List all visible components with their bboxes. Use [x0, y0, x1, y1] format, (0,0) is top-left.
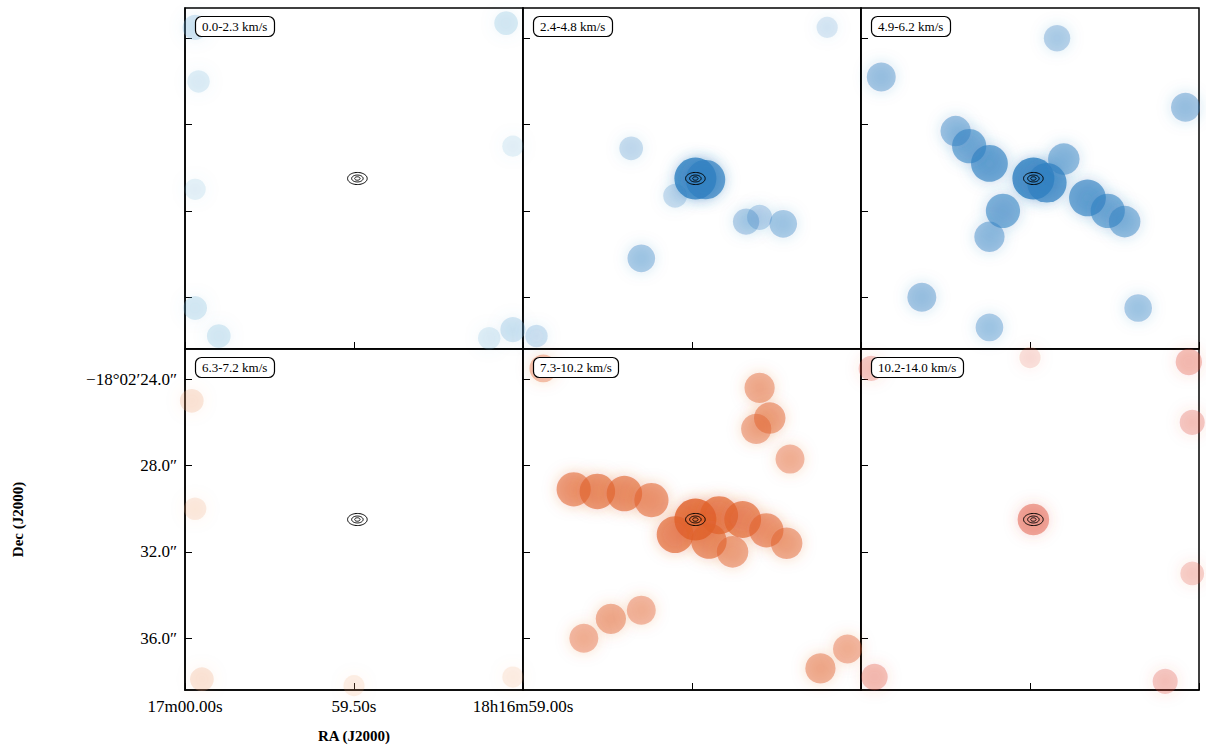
svg-text:0.0-2.3 km/s: 0.0-2.3 km/s: [202, 19, 267, 34]
svg-text:6.3-7.2 km/s: 6.3-7.2 km/s: [202, 360, 267, 375]
svg-text:17m00.00s: 17m00.00s: [147, 697, 222, 716]
svg-text:2.4-4.8 km/s: 2.4-4.8 km/s: [540, 19, 605, 34]
svg-text:4.9-6.2 km/s: 4.9-6.2 km/s: [878, 19, 943, 34]
svg-text:10.2-14.0 km/s: 10.2-14.0 km/s: [878, 360, 956, 375]
svg-text:RA (J2000): RA (J2000): [318, 728, 390, 745]
svg-text:32.0″: 32.0″: [140, 542, 177, 561]
svg-text:−18°02′24.0″: −18°02′24.0″: [86, 370, 177, 389]
svg-text:28.0″: 28.0″: [140, 456, 177, 475]
svg-text:36.0″: 36.0″: [140, 629, 177, 648]
svg-text:18h16m59.00s: 18h16m59.00s: [473, 697, 574, 716]
svg-text:59.50s: 59.50s: [332, 697, 377, 716]
svg-text:Dec (J2000): Dec (J2000): [10, 482, 27, 557]
svg-text:7.3-10.2 km/s: 7.3-10.2 km/s: [540, 360, 612, 375]
